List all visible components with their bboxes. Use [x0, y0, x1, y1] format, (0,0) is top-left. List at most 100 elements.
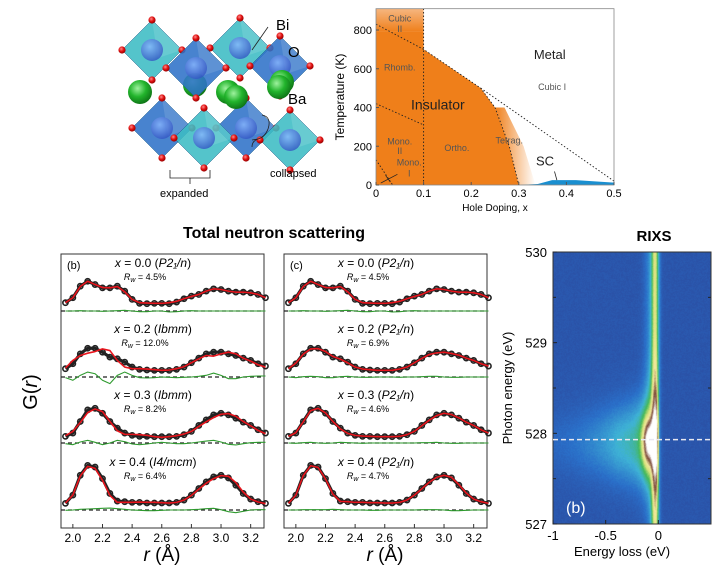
paren: ) [188, 388, 192, 402]
o-atom [162, 64, 169, 71]
r-xlabel-b: r (Å) [144, 545, 181, 566]
x-value: = 0.3 ( [344, 388, 382, 402]
composition-label: x = 0.2 (P2₁/n) [337, 322, 414, 336]
pdf-panel-b: x = 0.0 (P2₁/n)Rw = 4.5%x = 0.2 (Ibmm)Rw… [61, 254, 268, 545]
o-atom [306, 62, 313, 69]
o-atom [236, 14, 243, 21]
composition-label: x = 0.3 (P2₁/n) [337, 388, 414, 402]
o-label: O [288, 44, 300, 61]
bi-atom [279, 129, 301, 151]
rixs-heatmap [553, 252, 711, 524]
ba-atom [128, 80, 152, 104]
rixs-title: RIXS [636, 228, 671, 245]
expanded-label: expanded [160, 188, 208, 200]
panel-label: (b) [67, 260, 80, 272]
o-atom [192, 94, 199, 101]
bi-label: Bi [276, 17, 289, 34]
composition-label: x = 0.4 (I4/mcm) [108, 455, 196, 469]
x-tick-label: 0.4 [559, 188, 574, 200]
x-tick-label: -0.5 [594, 528, 616, 543]
o-atom [246, 62, 253, 69]
region-label-ortho: Ortho. [444, 143, 469, 153]
phase-xlabel: Hole Doping, x [462, 203, 528, 214]
o-atom [148, 16, 155, 23]
o-atom [148, 76, 155, 83]
x-tick-label: 3.0 [436, 531, 453, 545]
rw-value: = 6.9% [358, 338, 389, 348]
x-value: = 0.2 ( [344, 322, 382, 336]
space-group: Ibmm [158, 388, 188, 402]
x-value: = 0.4 ( [115, 455, 153, 469]
o-atom [192, 34, 199, 41]
rw-value: = 4.7% [358, 471, 389, 481]
bi-atom [193, 127, 215, 149]
r-xlabel-c: r (Å) [367, 545, 404, 566]
bi-atom [229, 37, 251, 59]
x-tick-label: -1 [547, 528, 559, 543]
phase-ylabel: Temperature (K) [333, 54, 347, 141]
y-tick-label: 200 [354, 141, 372, 153]
x-tick-label: 0 [373, 188, 379, 200]
region-label-cubic2_b: II [397, 24, 402, 34]
x-tick-label: 2.0 [65, 531, 82, 545]
composition-label: x = 0.0 (P2₁/n) [114, 256, 191, 270]
x-tick-label: 0.3 [511, 188, 526, 200]
x-tick-label: 0 [655, 528, 662, 543]
ba-label: Ba [288, 91, 307, 108]
x-value: = 0.0 ( [121, 256, 159, 270]
region-label-mono2_a: Mono. [387, 136, 412, 146]
space-group: P2₁/n [382, 322, 411, 336]
o-atom [200, 164, 207, 171]
collapsed-label: collapsed [270, 168, 316, 180]
paren: ) [410, 455, 414, 469]
o-atom [236, 74, 243, 81]
paren: ) [188, 322, 192, 336]
x-value: = 0.2 ( [120, 322, 158, 336]
composition-label: x = 0.3 (Ibmm) [113, 388, 192, 402]
x-tick-label: 0.5 [606, 188, 621, 200]
y-tick-label: 528 [525, 426, 547, 441]
paren: ) [410, 388, 414, 402]
region-label-metal: Metal [534, 47, 566, 62]
x-tick-label: 2.6 [153, 531, 170, 545]
x-value: = 0.0 ( [344, 256, 382, 270]
space-group: Ibmm [158, 322, 188, 336]
bi-atom [141, 39, 163, 61]
region-label-sc: SC [536, 154, 554, 169]
gr-ylabel: G(r) [20, 374, 42, 410]
composition-label: x = 0.4 (P2₁/n) [337, 455, 414, 469]
x-tick-label: 0.1 [416, 188, 431, 200]
space-group: I4/mcm [153, 455, 192, 469]
rw-value: = 8.2% [135, 404, 166, 414]
x-tick-label: 2.6 [376, 531, 393, 545]
expanded-bracket [170, 170, 210, 184]
composition-label: x = 0.2 (Ibmm) [113, 322, 192, 336]
region-label-cubic1: Cubic I [538, 82, 566, 92]
o-atom [158, 154, 165, 161]
pdf-panel-c: x = 0.0 (P2₁/n)Rw = 4.5%x = 0.2 (P2₁/n)R… [284, 254, 491, 545]
region-label-mono2_b: II [397, 146, 402, 156]
x-tick-label: 3.0 [213, 531, 230, 545]
rw-value: = 4.6% [358, 404, 389, 414]
phase-diagram: 02004006008000 0.1 0.2 0.3 0.4 0.5CubicIIRhom… [354, 9, 622, 200]
rw-value: = 4.5% [135, 272, 166, 282]
y-tick-label: 527 [525, 517, 547, 532]
rw-value: = 6.4% [135, 471, 166, 481]
composition-label: x = 0.0 (P2₁/n) [337, 256, 414, 270]
rixs-xlabel: Energy loss (eV) [574, 544, 670, 559]
o-atom [200, 104, 207, 111]
region-label-cubic2_a: Cubic [388, 13, 412, 23]
rw-value: = 4.5% [358, 272, 389, 282]
o-atom [230, 134, 237, 141]
y-tick-label: 530 [525, 245, 547, 260]
x-value: = 0.4 ( [344, 455, 382, 469]
rixs-ylabel: Photon energy (eV) [500, 332, 515, 445]
bi-atom [235, 117, 257, 139]
o-atom [242, 154, 249, 161]
region-label-mono1_b: I [408, 168, 411, 178]
paren: ) [410, 256, 414, 270]
o-atom [128, 124, 135, 131]
paren: ) [193, 455, 197, 469]
y-tick-label: 400 [354, 103, 372, 115]
